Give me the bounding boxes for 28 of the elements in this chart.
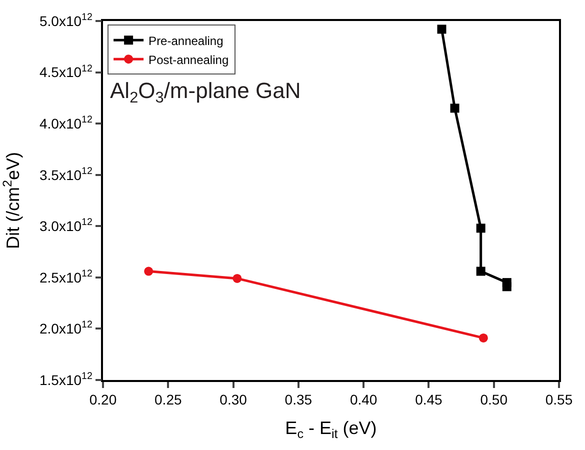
point <box>476 266 486 276</box>
x-axis-title: E$_{c}$ - E$_{it}$ (eV) <box>285 418 377 441</box>
y-tick-label: 5.0x10$^{12}$ <box>39 12 92 29</box>
point <box>144 266 154 276</box>
x-tick-label: 0.50 <box>480 392 508 408</box>
point <box>450 104 460 113</box>
y-tick-label: 4.0x10$^{12}$ <box>39 114 92 132</box>
point <box>502 282 512 292</box>
point <box>476 224 486 233</box>
x-tick-label: 0.45 <box>415 392 443 408</box>
legend-label: Pre-annealing <box>148 34 224 48</box>
x-tick-label: 0.35 <box>284 392 312 408</box>
y-tick-label: 3.5x10$^{12}$ <box>39 166 92 183</box>
point <box>478 333 488 342</box>
x-tick-label: 0.20 <box>89 392 117 408</box>
y-tick-label: 3.0x10$^{12}$ <box>39 217 92 234</box>
y-tick-label: 2.5x10$^{12}$ <box>39 268 92 286</box>
legend-label: Post-annealing <box>148 52 229 67</box>
y-tick-label: 1.5x10$^{12}$ <box>39 371 92 388</box>
x-tick-label: 0.25 <box>154 392 182 408</box>
x-tick-label: 0.30 <box>220 392 248 408</box>
x-tick-label: 0.40 <box>350 392 378 408</box>
point <box>437 24 446 34</box>
point <box>232 274 242 283</box>
x-tick-label: 0.55 <box>545 392 573 408</box>
y-tick-label: 4.5x10$^{12}$ <box>39 63 92 80</box>
annotation: Al$_{2}$O$_{3}$/m-plane GaN <box>110 78 301 107</box>
y-tick-label: 2.0x10$^{12}$ <box>39 320 92 337</box>
